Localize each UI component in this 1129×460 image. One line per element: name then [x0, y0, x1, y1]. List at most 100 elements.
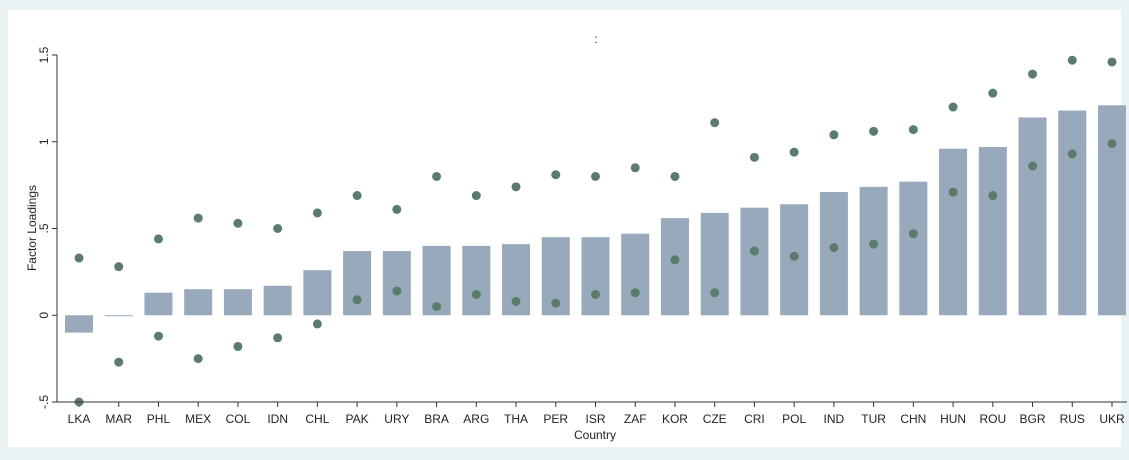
x-tick-label: ISR — [585, 412, 605, 426]
bar — [939, 148, 968, 316]
bar — [740, 207, 769, 316]
x-tick-label: CHL — [305, 412, 329, 426]
marker — [273, 333, 283, 343]
marker — [789, 251, 799, 261]
bar — [303, 270, 332, 316]
marker — [114, 357, 124, 367]
marker — [153, 331, 163, 341]
x-tick-label: IDN — [267, 412, 288, 426]
marker — [1107, 57, 1117, 67]
marker — [908, 229, 918, 239]
bar — [223, 289, 252, 316]
x-tick-label: MEX — [185, 412, 211, 426]
marker — [670, 255, 680, 265]
y-tick-label: .5 — [37, 223, 51, 233]
x-tick-label: RUS — [1060, 412, 1085, 426]
marker — [670, 171, 680, 181]
marker — [988, 88, 998, 98]
x-tick-label: TUR — [861, 412, 886, 426]
marker — [749, 246, 759, 256]
x-tick-label: BGR — [1020, 412, 1046, 426]
bar — [343, 251, 372, 316]
marker — [869, 126, 879, 136]
marker — [392, 204, 402, 214]
marker — [471, 289, 481, 299]
marker — [948, 187, 958, 197]
bar — [382, 251, 411, 316]
y-tick-label: 1.5 — [37, 46, 51, 63]
bar — [104, 315, 133, 317]
marker — [432, 302, 442, 312]
y-tick-label: -.5 — [37, 395, 51, 409]
marker — [1107, 138, 1117, 148]
y-tick-label: 0 — [37, 312, 51, 319]
marker — [153, 234, 163, 244]
marker — [1028, 69, 1038, 79]
x-tick-label: MAR — [105, 412, 132, 426]
x-tick-label: LKA — [68, 412, 91, 426]
x-tick-label: POL — [782, 412, 806, 426]
marker — [511, 182, 521, 192]
bar — [462, 245, 491, 316]
bar — [899, 181, 928, 316]
marker — [352, 191, 362, 201]
x-tick-label: ZAF — [624, 412, 647, 426]
chart-title: : — [594, 32, 597, 46]
x-tick-label: ARG — [463, 412, 489, 426]
marker — [1028, 161, 1038, 171]
x-tick-label: ROU — [979, 412, 1006, 426]
bar — [65, 315, 93, 333]
x-tick-label: CHN — [900, 412, 926, 426]
bar — [184, 289, 213, 316]
marker — [114, 262, 124, 272]
x-tick-label: PHL — [147, 412, 171, 426]
marker — [829, 130, 839, 140]
x-tick-label: KOR — [662, 412, 688, 426]
marker — [630, 288, 640, 298]
bar — [660, 218, 689, 316]
x-tick-label: THA — [504, 412, 528, 426]
bar — [144, 292, 173, 316]
x-tick-label: PAK — [346, 412, 369, 426]
bar — [1098, 105, 1126, 316]
marker — [630, 163, 640, 173]
x-tick-label: CZE — [703, 412, 727, 426]
y-tick-label: 1 — [37, 138, 51, 145]
marker — [352, 295, 362, 305]
marker — [551, 298, 561, 308]
marker — [591, 171, 600, 181]
x-tick-label: IND — [824, 412, 845, 426]
marker — [749, 152, 759, 162]
marker — [74, 253, 84, 263]
marker — [511, 296, 521, 306]
marker — [1067, 55, 1077, 65]
x-tick-label: CRI — [744, 412, 765, 426]
marker — [432, 171, 442, 181]
marker — [312, 208, 322, 218]
marker — [829, 243, 839, 253]
marker — [710, 288, 720, 298]
marker — [948, 102, 958, 112]
bar — [621, 233, 650, 316]
marker — [392, 286, 402, 296]
plot-background — [8, 10, 1121, 447]
marker — [988, 191, 998, 201]
x-axis-title: Country — [574, 428, 616, 442]
marker — [551, 170, 561, 180]
marker — [869, 239, 879, 249]
marker — [1067, 149, 1077, 159]
marker — [789, 147, 799, 157]
bar — [859, 186, 888, 316]
marker — [193, 354, 203, 364]
bar — [1018, 117, 1047, 316]
marker — [273, 224, 283, 233]
marker — [908, 125, 918, 135]
x-tick-label: PER — [543, 412, 568, 426]
x-tick-label: COL — [226, 412, 251, 426]
marker — [710, 118, 720, 128]
x-tick-label: URY — [384, 412, 409, 426]
marker — [233, 341, 243, 351]
marker — [193, 213, 203, 223]
marker — [591, 289, 600, 299]
